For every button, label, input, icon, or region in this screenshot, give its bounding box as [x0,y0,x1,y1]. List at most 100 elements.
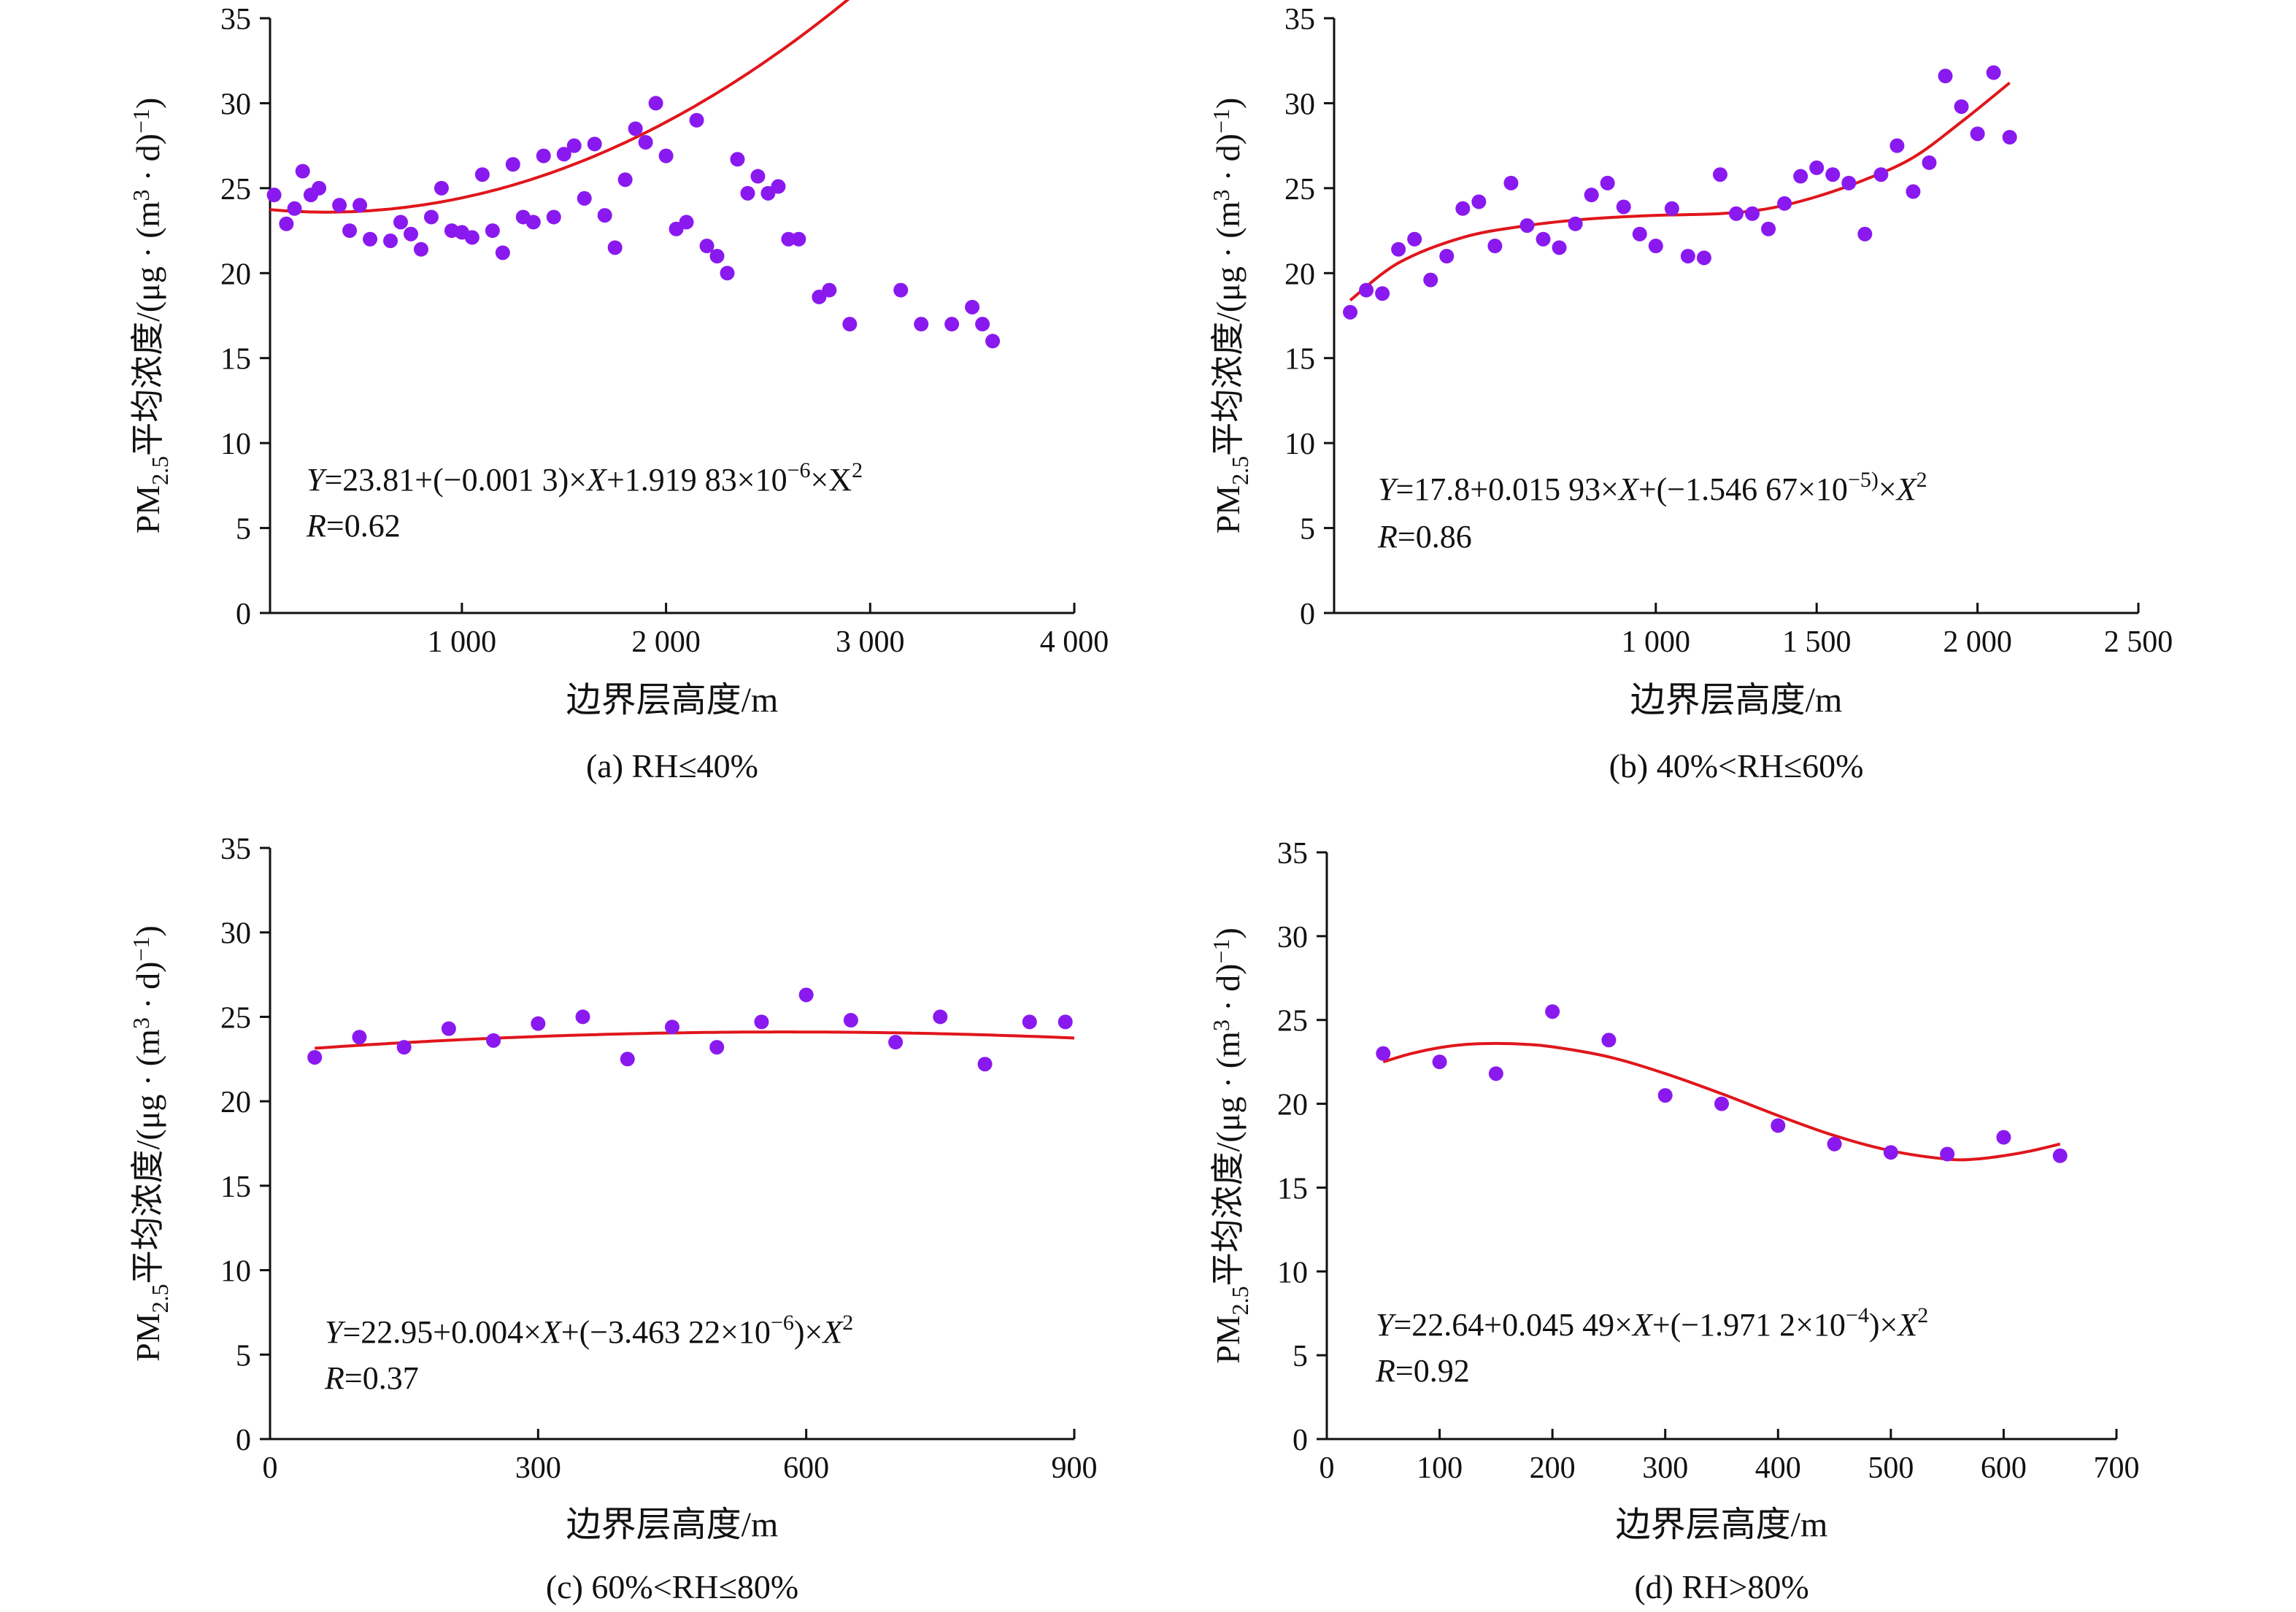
y-axis-label: PM2.5平均浓度/(μg · (m3 · d)−1) [128,925,173,1362]
y-axis-label-part: −1 [128,936,154,961]
y-tick-label: 30 [220,917,251,951]
y-axis-label-part: ) [1209,928,1247,938]
y-axis-label-part: ) [129,98,166,109]
x-tick-label: 0 [263,1451,278,1485]
data-point [1375,286,1390,301]
y-axis-label-part: · d) [129,134,166,190]
y-axis-label-part: 3 [1208,1019,1234,1031]
y-axis-label-part: PM [1209,1315,1247,1363]
data-point [888,1035,904,1050]
data-point [413,242,428,257]
data-point [587,136,602,152]
y-tick-label: 0 [1300,598,1315,631]
data-point [1889,138,1905,153]
y-axis-label-part: −1 [1208,938,1234,963]
equation-part: X [1617,471,1640,507]
r-value: =0.92 [1395,1353,1470,1389]
data-point [620,1052,635,1067]
y-tick-label: 0 [1293,1424,1308,1457]
data-point [1359,282,1374,298]
r-value: =0.37 [344,1360,419,1396]
data-point [505,157,520,172]
y-axis-label-part: 3 [1208,190,1234,201]
y-axis-label-part: 平均浓度/(μg · (m [1209,201,1247,455]
data-point [617,172,633,188]
equation-part: )× [794,1314,823,1350]
x-tick-label: 1 500 [1782,625,1852,659]
y-tick-label: 5 [236,513,251,547]
x-tick-label: 1 000 [428,625,497,659]
y-tick-label: 15 [220,1171,251,1204]
y-tick-label: 0 [236,1424,251,1457]
y-axis-label-part: 2.5 [1227,1286,1253,1315]
data-point [842,317,858,332]
data-point [720,266,735,281]
data-point [2052,1148,2068,1163]
data-point [628,121,643,136]
y-axis-label-part: 3 [128,1017,154,1029]
data-point [893,282,909,298]
x-tick-label: 2 000 [1943,625,2012,659]
data-point [1616,199,1631,215]
x-tick-label: 600 [1981,1451,2027,1485]
data-point [1938,69,1953,84]
y-tick-label: 25 [1277,1005,1308,1038]
chart-panel-c: 0 5 10 15 20 25 30 35 0 300 600 900 PM2.5平均浓度/(μg · … [128,833,1098,1605]
r-value: =0.62 [326,508,401,544]
y-axis-label: PM2.5平均浓度/(μg · (m3 · d)−1) [1208,928,1253,1364]
x-axis-label: 边界层高度/m [566,1505,779,1544]
data-point [2002,130,2017,144]
data-point [312,180,327,196]
data-point [1657,1088,1673,1103]
y-axis-label-part: ) [129,925,166,936]
y-tick-label: 30 [1277,921,1308,955]
y-axis-label-part: 2.5 [1227,456,1253,485]
r-symbol: R [1375,1353,1395,1389]
y-tick-label: 25 [1284,173,1315,207]
data-point [665,1019,679,1035]
correlation-coefficient: R=0.62 [306,508,401,544]
equation-part: Y [307,462,328,498]
equation-part: 2 [842,1311,853,1335]
y-tick-label: 20 [220,1086,251,1119]
y-axis-label-part: PM [129,1313,166,1361]
data-point [1809,160,1825,175]
equation-part: X [1895,471,1918,507]
data-point [383,234,398,249]
equation-part: +1.919 83×10 [606,462,787,498]
y-axis-label-part: −1 [128,109,154,134]
data-point [423,209,439,225]
x-axis-label: 边界层高度/m [566,681,779,720]
equation-part: X [821,1314,844,1350]
y-axis-label-part: 2.5 [147,1284,173,1313]
data-point [307,1049,323,1065]
regression-equation: Y=17.8+0.015 93×X+(−1.546 67×10−5)×X2 [1378,468,1927,507]
x-tick-label: 100 [1417,1451,1463,1485]
data-point [1922,155,1937,170]
equation-part: X [540,1314,563,1350]
x-tick-label: 0 [1320,1451,1335,1485]
data-point [474,167,490,182]
data-point [575,1009,590,1025]
data-point [1632,226,1647,242]
data-point [1873,167,1889,182]
y-tick-label: 35 [220,833,251,866]
data-point [754,1014,769,1030]
y-tick-label: 35 [1284,3,1315,36]
x-tick-label: 200 [1530,1451,1576,1485]
data-point [1906,184,1921,199]
r-symbol: R [324,1360,344,1396]
data-point [1545,1004,1560,1019]
y-axis-label-part: · d) [1209,964,1247,1020]
x-tick-label: 600 [783,1451,829,1485]
y-tick-label: 35 [220,3,251,36]
data-point [1488,1066,1503,1081]
x-tick-label: 400 [1755,1451,1801,1485]
data-point [709,1040,725,1055]
equation-part: 2 [852,458,863,482]
data-point [638,134,653,150]
data-point [750,169,766,184]
y-axis-label-part: PM [129,485,166,533]
y-axis-label-part: 3 [128,190,154,201]
data-point [1439,249,1455,263]
